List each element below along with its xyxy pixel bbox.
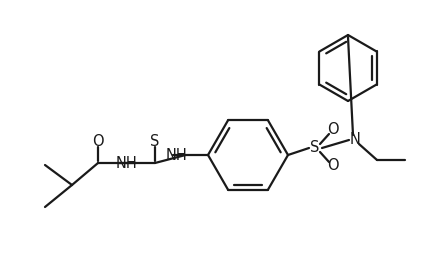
Text: O: O — [92, 133, 104, 148]
Text: S: S — [150, 133, 160, 148]
Text: O: O — [327, 158, 339, 173]
Text: O: O — [327, 122, 339, 137]
Text: S: S — [310, 140, 320, 155]
Text: N: N — [349, 132, 360, 147]
Text: NH: NH — [166, 147, 187, 162]
Text: NH: NH — [115, 155, 137, 170]
